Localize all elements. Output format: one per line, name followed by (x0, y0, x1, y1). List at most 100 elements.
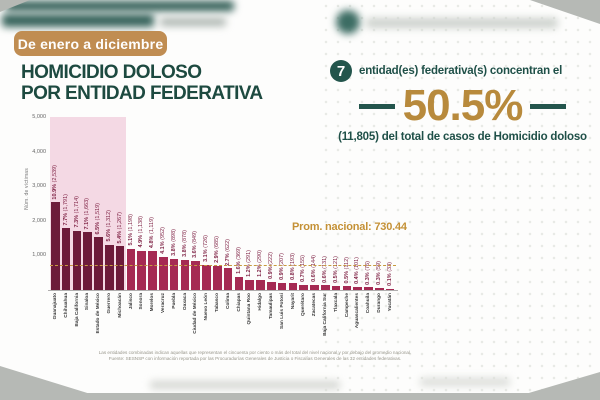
summary-stat-block: 7 entidad(es) federativa(s) concentran e… (330, 60, 595, 143)
bar-value-label: 2.7% (622) (224, 238, 231, 266)
bar (61, 228, 71, 290)
stat-total-caption: (11,805) del total de casos de Homicidio… (338, 131, 587, 143)
bar (277, 282, 287, 290)
blurred-header-text (6, 1, 234, 11)
stat-percentage: 50.5% (402, 81, 524, 130)
bar (364, 287, 373, 290)
bar-category-label: Puebla (171, 293, 177, 309)
bar-value-label: 0.8% (193) (289, 253, 296, 281)
bar-category-label: Veracruz (160, 293, 166, 314)
bar-category-label: Colima (225, 293, 231, 309)
bar-value-label: 4.1% (952) (159, 227, 166, 255)
bar-value-label: 0.5% (121) (332, 255, 339, 283)
bar-value-label: 0.9% (207) (278, 252, 285, 280)
y-axis-tick-label: 5,000 (32, 114, 46, 120)
blurred-logo-circle (336, 10, 360, 34)
stat-caption: entidad(es) federativa(s) concentran el (359, 65, 563, 77)
bar-category-label: Tlaxcala (333, 293, 339, 312)
bar-category-label: Chihuahua (63, 293, 69, 318)
bar (299, 284, 308, 290)
bar-value-label: 0.7% (155) (300, 254, 307, 282)
date-range-badge: De enero a diciembre (14, 31, 167, 56)
bar-category-label: Guerrero (106, 293, 112, 314)
title-line2: POR ENTIDAD FEDERATIVA (21, 83, 263, 104)
national-average-line (50, 264, 396, 266)
bar-category-label: Sinaloa (85, 293, 91, 311)
bar-category-label: Baja California (74, 293, 80, 327)
bar (105, 244, 114, 290)
left-dash-decoration (358, 103, 395, 109)
bar-value-label: 0.4% (101) (354, 256, 361, 284)
blurred-footer-smudge (150, 381, 340, 389)
bar (202, 264, 211, 290)
bar-value-label: 0.6% (131) (321, 255, 328, 283)
title-line1: HOMICIDIO DOLOSO (21, 62, 202, 83)
bar-category-label: Hidalgo (258, 293, 264, 311)
bar-category-label: Michoacán (117, 293, 123, 318)
bar-value-label: 5.4% (1,267) (116, 211, 123, 244)
bar-category-label: Chiapas (236, 293, 242, 312)
entity-count-badge: 7 (330, 60, 352, 82)
bar-category-label: Yucatán (387, 293, 393, 312)
bar (191, 260, 200, 290)
bar (115, 246, 125, 290)
bar (245, 279, 254, 290)
page-title: HOMICIDIO DOLOSO POR ENTIDAD FEDERATIVA (21, 62, 263, 104)
bar-value-label: 0.9% (222) (267, 252, 274, 280)
bar (353, 286, 362, 290)
bar-category-label: Jalisco (128, 293, 134, 310)
bar (342, 286, 352, 290)
bar-value-label: 3.8% (878) (181, 229, 188, 257)
bar-value-label: 3.8% (898) (170, 229, 177, 256)
bar-category-label: San Luis Potosí (279, 293, 285, 329)
y-axis-tick-label: 4,000 (32, 148, 46, 155)
bar-category-label: Querétaro (301, 293, 307, 316)
bar (159, 257, 168, 290)
bar (267, 282, 276, 290)
bar-value-label: 1.6% (369) (235, 247, 242, 275)
bar-category-label: Tabasco (214, 293, 220, 313)
date-range-label: De enero a diciembre (17, 35, 164, 52)
blurred-header-text (366, 18, 558, 28)
footnote-line2: Fuente: SESNSP con información reportada… (108, 355, 402, 361)
bar-category-label: Oaxaca (182, 293, 188, 311)
bar (234, 277, 244, 290)
bar-value-label: 7.7% (1,791) (62, 193, 69, 226)
bar-category-label: Campeche (344, 293, 350, 318)
bar (385, 288, 395, 290)
bar-value-label: 3.1% (726) (203, 234, 210, 262)
national-average-label: Prom. nacional: 730.44 (292, 221, 407, 233)
bar-category-label: Estado de México (96, 293, 102, 334)
x-axis-line (48, 290, 398, 291)
bar-category-label: Nayarit (290, 293, 296, 310)
bar (83, 232, 92, 290)
bar-category-label: Ciudad de México (193, 293, 199, 334)
bar (310, 285, 319, 290)
y-axis-tick-label: 1,000 (32, 252, 46, 259)
bar-value-label: 1.2% (291) (246, 250, 253, 277)
footnote: Las entidades combinadas indican aquella… (55, 350, 455, 361)
bar-value-label: 7.3% (1,714) (73, 196, 80, 228)
bar (331, 285, 341, 290)
bar-category-label: Tamaulipas (268, 293, 274, 320)
blurred-header-text (160, 18, 226, 26)
dot-pattern-background (320, 0, 600, 400)
bar-category-label: Baja California Sur (322, 293, 328, 336)
y-axis-tick-label: 2,000 (32, 217, 46, 224)
bar-category-label: Guanajuato (52, 293, 58, 320)
bar (321, 285, 330, 290)
bar-value-label: 5.6% (1,312) (105, 210, 112, 242)
bar (375, 287, 384, 290)
blurred-header-text (2, 14, 154, 27)
bar (126, 248, 136, 290)
bar (256, 279, 265, 290)
bar-value-label: 4.9% (1,138) (138, 216, 145, 248)
bar (94, 237, 103, 290)
right-dash-decoration (530, 103, 567, 109)
bar-value-label: 0.6% (144) (311, 255, 318, 283)
bar-value-label: 6.5% (1,519) (95, 202, 102, 235)
bar (169, 258, 179, 290)
bar (223, 268, 233, 290)
